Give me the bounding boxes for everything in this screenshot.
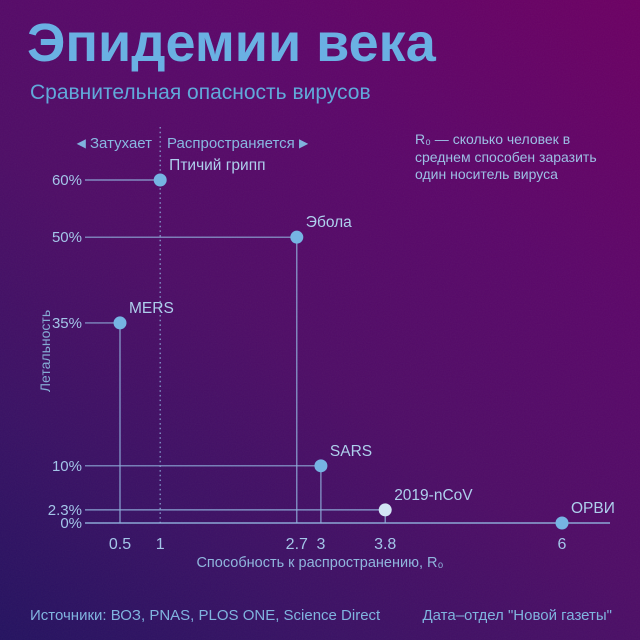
x-tick-label: 1 xyxy=(156,536,165,553)
point-label: SARS xyxy=(330,443,372,460)
data-point xyxy=(290,230,304,244)
y-tick-label: 0% xyxy=(60,515,82,532)
point-label: 2019-nCoV xyxy=(394,487,473,504)
data-point xyxy=(378,503,392,517)
author-credit: Дата–отдел "Новой газеты" xyxy=(422,607,613,624)
y-tick-label: 35% xyxy=(52,315,82,332)
y-tick-label: 50% xyxy=(52,229,82,246)
x-tick-label: 3 xyxy=(316,536,325,553)
x-tick-label: 3.8 xyxy=(374,536,396,553)
point-label: Птичий грипп xyxy=(169,157,265,174)
x-tick-label: 6 xyxy=(558,536,567,553)
sources-credit: Источники: ВОЗ, PNAS, PLOS ONE, Science … xyxy=(30,607,381,624)
y-tick-label: 10% xyxy=(52,458,82,475)
data-point xyxy=(153,173,167,187)
point-label: ОРВИ xyxy=(571,500,615,517)
point-label: MERS xyxy=(129,300,174,317)
x-tick-label: 2.7 xyxy=(286,536,308,553)
y-tick-label: 60% xyxy=(52,172,82,189)
data-point xyxy=(314,459,328,473)
x-tick-label: 0.5 xyxy=(109,536,131,553)
data-point xyxy=(113,316,127,330)
data-point xyxy=(555,516,569,530)
point-label: Эбола xyxy=(306,214,352,231)
